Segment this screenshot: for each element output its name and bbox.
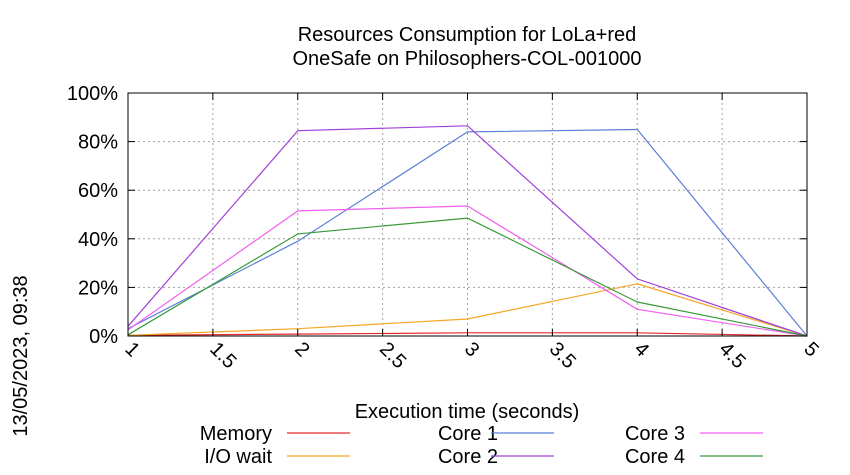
x-tick-label: 1.5 xyxy=(205,338,240,373)
y-tick-label: 20% xyxy=(78,277,118,299)
legend-label-core-2: Core 2 xyxy=(438,446,498,468)
x-tick-label: 2.5 xyxy=(375,338,410,373)
x-tick-label: 3.5 xyxy=(545,338,580,373)
y-tick-label: 0% xyxy=(89,326,118,348)
grid xyxy=(128,93,807,336)
y-tick-label: 40% xyxy=(78,229,118,251)
y-tick-label: 60% xyxy=(78,180,118,202)
chart-title-line1: Resources Consumption for LoLa+red xyxy=(298,24,637,46)
legend-label-i-o-wait: I/O wait xyxy=(204,446,272,468)
x-tick-label: 2 xyxy=(290,338,313,361)
legend-label-core-4: Core 4 xyxy=(625,446,685,468)
series-line-i-o-wait xyxy=(127,283,808,337)
x-tick-label: 4.5 xyxy=(715,338,750,373)
x-axis-label: Execution time (seconds) xyxy=(355,401,580,423)
x-tick-label: 5 xyxy=(799,338,822,361)
series-line-core-3 xyxy=(127,205,808,337)
series-line-core-1 xyxy=(127,128,808,337)
legend-label-core-1: Core 1 xyxy=(438,423,498,445)
legend-label-core-3: Core 3 xyxy=(625,423,685,445)
y-tick-label: 100% xyxy=(67,83,118,105)
legend-label-memory: Memory xyxy=(200,423,272,445)
x-tick-label: 4 xyxy=(630,338,653,361)
timestamp-label: 13/05/2023, 09:38 xyxy=(10,275,32,436)
y-tick-label: 80% xyxy=(78,132,118,154)
x-tick-label: 1 xyxy=(120,338,143,361)
x-tick-label: 3 xyxy=(460,338,483,361)
series-line-core-4 xyxy=(127,217,808,337)
chart-title-line2: OneSafe on Philosophers-COL-001000 xyxy=(292,48,641,70)
series-line-core-2 xyxy=(127,125,808,337)
